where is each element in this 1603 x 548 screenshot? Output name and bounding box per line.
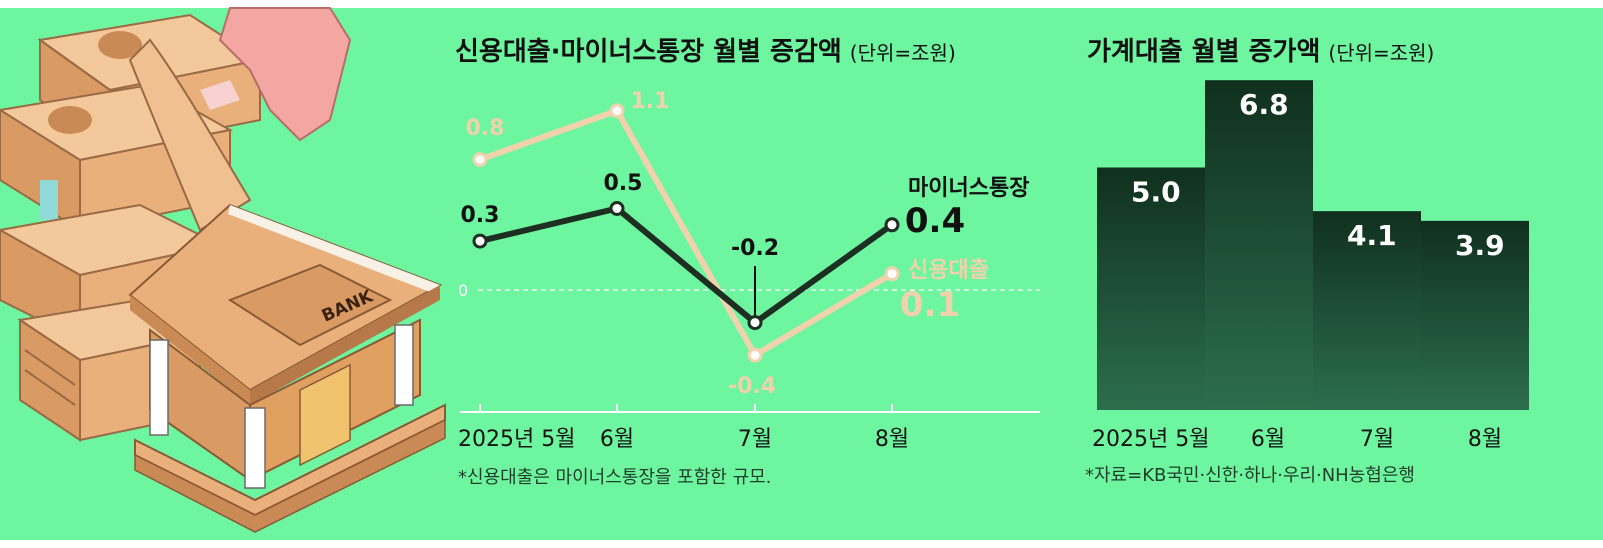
bar: [1097, 167, 1205, 410]
bar-x-tick-label: 6월: [1251, 427, 1285, 452]
line-x-tick-label: 2025년 5월: [458, 427, 575, 452]
minus-account-point: [472, 233, 488, 249]
credit-loan-point: [472, 152, 488, 168]
minus-account-data-label: -0.2: [731, 236, 779, 261]
line-x-tick-label: 8월: [875, 427, 909, 452]
bank-building-icon: BANK: [128, 203, 446, 533]
credit-loan-point: [609, 103, 625, 119]
bar: [1421, 220, 1529, 410]
line-x-tick-label: 6월: [600, 427, 634, 452]
line-chart-credit-loans: 신용대출·마이너스통장 월별 증감액 (단위=조원) 0 0.8 1.1 -0.4 0.…: [455, 37, 1040, 488]
zero-label: 0: [458, 281, 468, 300]
bar: [1205, 80, 1313, 410]
bar-x-tick-label: 7월: [1360, 427, 1394, 452]
line-footnote: *신용대출은 마이너스통장을 포함한 규모.: [458, 467, 771, 488]
line-chart-title: 신용대출·마이너스통장 월별 증감액 (단위=조원): [455, 37, 956, 67]
bar-value-label: 6.8: [1239, 88, 1289, 121]
minus-account-point: [884, 217, 900, 233]
bar-chart-title: 가계대출 월별 증가액 (단위=조원): [1087, 37, 1434, 67]
credit-loan-series-line: [478, 107, 894, 360]
credit-loan-data-label: 0.1: [900, 285, 960, 325]
credit-loan-point: [747, 347, 763, 363]
bar-value-label: 4.1: [1347, 219, 1397, 252]
minus-account-point: [609, 201, 625, 216]
hand-icon: [128, 7, 352, 232]
credit-loan-point: [884, 266, 900, 282]
bar-value-label: 3.9: [1455, 229, 1505, 262]
minus-account-data-label: 0.4: [905, 201, 965, 241]
credit-loan-series-name: 신용대출: [908, 258, 989, 283]
bar: [1313, 211, 1421, 410]
minus-account-point: [747, 315, 763, 331]
credit-loan-data-label: 1.1: [631, 89, 670, 114]
minus-account-series-name: 마이너스통장: [908, 176, 1029, 201]
credit-loan-data-label: -0.4: [728, 374, 776, 399]
bar-chart-household-loans: 가계대출 월별 증가액 (단위=조원) 5.0 6.8 4.1 3.9 2025년 5월…: [1085, 37, 1529, 486]
bar-source: *자료=KB국민·신한·하나·우리·NH농협은행: [1085, 465, 1415, 486]
line-x-tick-label: 7월: [738, 427, 772, 452]
bar-x-tick-label: 8월: [1468, 427, 1502, 452]
minus-account-data-label: 0.3: [461, 203, 500, 228]
minus-account-data-label: 0.5: [604, 171, 643, 196]
bar-value-label: 5.0: [1131, 176, 1181, 209]
money-bank-illustration: BANK: [0, 7, 446, 533]
credit-loan-data-label: 0.8: [466, 116, 505, 141]
bar-x-tick-label: 2025년 5월: [1092, 427, 1209, 452]
minus-account-series-line: [479, 205, 894, 327]
